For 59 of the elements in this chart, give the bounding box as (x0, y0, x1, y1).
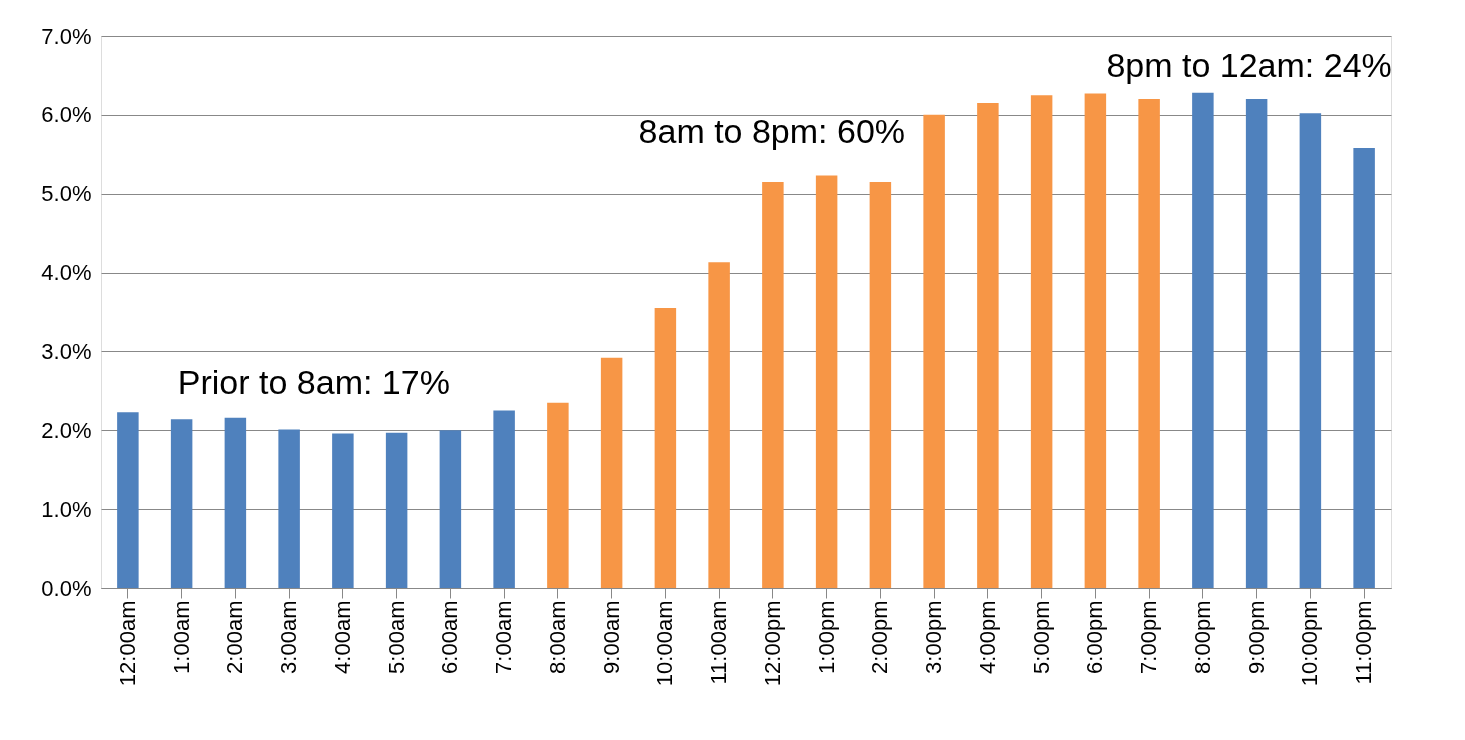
x-tick-label: 10:00am (652, 600, 678, 687)
bar (547, 402, 569, 588)
x-tick-label: 1:00pm (813, 600, 839, 674)
bar (278, 429, 300, 588)
x-tick-label: 4:00pm (974, 600, 1000, 674)
bar (117, 412, 139, 588)
y-tick-label: 7.0% (41, 23, 92, 49)
x-tick-label: 6:00am (437, 600, 463, 674)
bar (869, 181, 892, 588)
x-tick-label: 4:00am (329, 600, 355, 674)
annotation: 8am to 8pm: 60% (638, 112, 906, 151)
x-tick-label: 12:00am (114, 600, 140, 687)
bar (1084, 93, 1107, 588)
bar (708, 262, 730, 588)
x-tick-label: 5:00pm (1028, 600, 1054, 674)
bar (439, 430, 462, 588)
x-tick-label: 6:00pm (1082, 600, 1108, 674)
x-tick-label: 11:00pm (1351, 600, 1377, 685)
x-tick-label: 10:00pm (1297, 600, 1323, 687)
bar (1138, 99, 1160, 588)
bar (1245, 99, 1268, 588)
bar (600, 357, 623, 588)
x-tick-label: 1:00am (168, 600, 194, 674)
x-tick-label: 12:00pm (759, 600, 785, 687)
y-tick-label: 4.0% (41, 260, 92, 286)
bar (1299, 113, 1322, 588)
x-tick-label: 3:00am (276, 600, 302, 674)
annotation: Prior to 8am: 17% (177, 363, 450, 402)
bar (815, 175, 838, 588)
x-tick-label: 9:00am (598, 600, 624, 674)
bar (977, 103, 999, 588)
y-tick-label: 6.0% (41, 102, 92, 128)
y-tick-label: 3.0% (41, 338, 92, 364)
x-tick-label: 7:00am (491, 600, 517, 674)
x-tick-label: 2:00am (222, 600, 248, 674)
y-tick-label: 5.0% (41, 181, 92, 207)
x-tick-label: 8:00am (544, 600, 570, 674)
y-tick-label: 1.0% (41, 496, 92, 522)
bar (654, 308, 677, 588)
y-tick-label: 2.0% (41, 417, 92, 443)
x-tick-label: 7:00pm (1136, 600, 1162, 674)
x-tick-label: 8:00pm (1189, 600, 1215, 674)
bar (762, 181, 784, 588)
x-tick-label: 11:00am (706, 600, 732, 685)
x-tick-label: 5:00am (383, 600, 409, 674)
bar (385, 432, 408, 588)
bar (1030, 95, 1053, 588)
bar (170, 419, 193, 588)
bar (1192, 92, 1214, 588)
bar (493, 410, 515, 588)
bar (923, 114, 945, 588)
x-tick-label: 3:00pm (921, 600, 947, 674)
annotation: 8pm to 12am: 24% (1106, 45, 1392, 84)
x-tick-label: 2:00pm (867, 600, 893, 674)
y-tick-label: 0.0% (41, 575, 92, 601)
x-tick-label: 9:00pm (1243, 600, 1269, 674)
bar (224, 417, 247, 588)
bar (1353, 147, 1375, 588)
bar (332, 433, 354, 588)
